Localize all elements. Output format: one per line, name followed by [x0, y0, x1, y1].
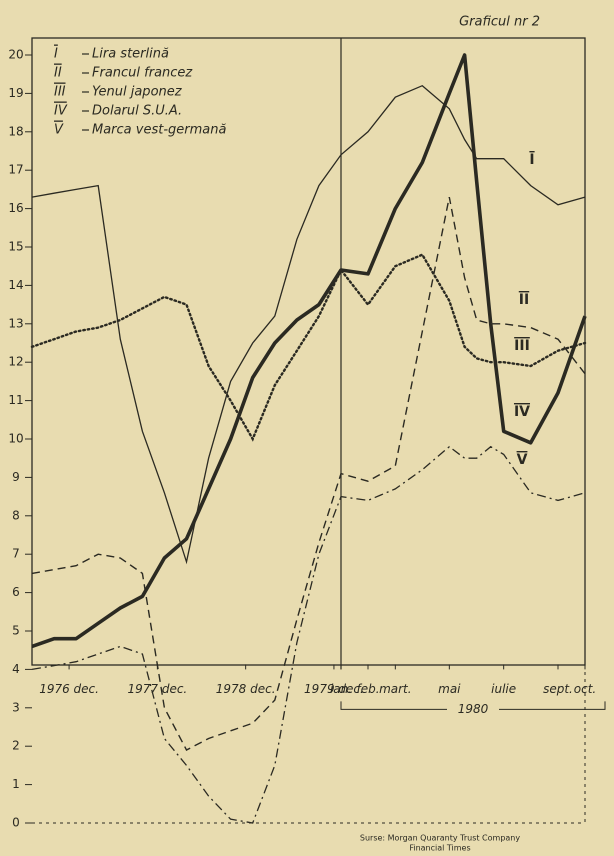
y-tick-label: 10: [8, 432, 23, 446]
y-tick-label: 19: [8, 86, 23, 100]
y-tick-label: 2: [12, 739, 20, 753]
legend-label: Yenul japonez: [92, 85, 183, 100]
series-line: [31, 196, 586, 751]
x-tick-label: 1976 dec.: [39, 682, 99, 696]
x-tick-label: iulie: [491, 682, 516, 696]
x-tick-label: mart.: [379, 682, 412, 696]
legend-box: [48, 44, 230, 148]
chart-title: Graficul nr 2: [459, 15, 540, 30]
y-tick-label: 6: [12, 585, 20, 599]
period-label: 1980: [458, 702, 489, 716]
x-tick-label: feb.: [356, 682, 379, 696]
series-annotation: V: [517, 452, 528, 468]
series-annotation: III: [514, 338, 530, 354]
plot-frame: [31, 37, 586, 666]
legend-label: Lira sterlină: [92, 47, 169, 62]
x-tick-label: ian.: [330, 682, 352, 696]
legend-numeral: IV: [54, 104, 68, 119]
y-tick-label: 5: [12, 624, 20, 638]
period-label-bg: [447, 701, 499, 718]
y-tick-label: 14: [8, 278, 23, 292]
y-tick-label: 15: [8, 240, 23, 254]
legend-label: Francul francez: [92, 66, 193, 81]
y-tick-label: 8: [12, 508, 20, 522]
series-line: [31, 84, 586, 565]
series-line: [31, 53, 587, 649]
series-line: [31, 445, 586, 824]
series-annotation: I: [529, 152, 534, 168]
y-tick-label: 1: [12, 777, 20, 791]
legend-numeral: III: [54, 85, 66, 100]
series-annotation: IV: [514, 404, 530, 420]
series-line: [30, 253, 587, 442]
x-tick-label: oct.: [574, 682, 596, 696]
x-tick-label: mai: [438, 682, 461, 696]
y-tick-label: 17: [8, 163, 23, 177]
y-tick-label: 0: [12, 816, 20, 830]
y-tick-label: 4: [12, 662, 20, 676]
legend-label: Dolarul S.U.A.: [92, 104, 182, 119]
legend-numeral: II: [54, 66, 62, 81]
y-tick-label: 16: [8, 201, 23, 215]
y-tick-label: 13: [8, 316, 23, 330]
source: Surse: Morgan Quaranty Trust Company: [360, 834, 520, 843]
source: Financial Times: [409, 844, 470, 853]
legend-numeral: I: [54, 47, 58, 62]
series-annotation: II: [519, 292, 529, 308]
y-tick-label: 18: [8, 124, 23, 138]
y-tick-label: 20: [8, 48, 23, 62]
y-tick-label: 7: [12, 547, 20, 561]
y-tick-label: 9: [12, 470, 20, 484]
y-tick-label: 11: [8, 393, 23, 407]
x-tick-label: sept.: [543, 682, 573, 696]
x-tick-label: 1979 dec.: [304, 682, 364, 696]
x-tick-label: 1978 dec.: [216, 682, 276, 696]
y-tick-label: 12: [8, 355, 23, 369]
legend-label: Marca vest-germană: [92, 123, 226, 138]
x-tick-label: 1977 dec.: [127, 682, 187, 696]
y-tick-label: 3: [12, 700, 20, 714]
legend-numeral: V: [54, 123, 64, 138]
